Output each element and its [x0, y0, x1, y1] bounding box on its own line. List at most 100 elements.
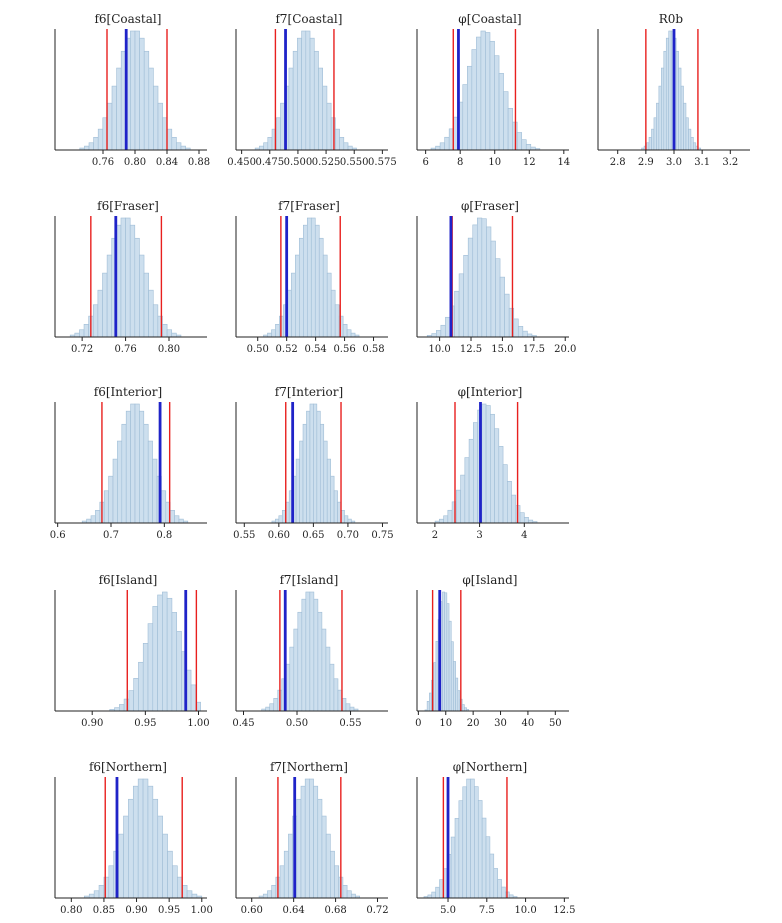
histogram-bar: [288, 67, 294, 151]
histogram-bar: [301, 30, 307, 151]
histogram-bar: [511, 494, 517, 524]
histogram-bar: [147, 623, 154, 712]
histogram-bar: [132, 785, 139, 899]
histogram-bar: [322, 85, 328, 151]
panel-phi-interior: 2 3 4 φ[Interior]: [416, 385, 569, 541]
panel-phi-island: 0 10 20 30 40 50 φ[Island]: [415, 573, 569, 729]
panel-title: f7[Interior]: [275, 385, 343, 399]
histogram-bar: [476, 217, 483, 338]
histogram-bar: [313, 50, 319, 151]
histogram-bar: [291, 272, 296, 338]
histogram-bar: [503, 91, 509, 151]
histogram-bar: [485, 32, 491, 151]
histogram-bar: [680, 85, 684, 151]
histogram-bar: [685, 117, 689, 151]
histogram-bar: [435, 886, 440, 899]
histogram-bar: [440, 324, 446, 338]
histogram-bar: [470, 778, 475, 899]
histogram-bar: [88, 142, 94, 151]
panel-title: φ[Fraser]: [461, 199, 519, 213]
histogram-bar: [297, 37, 302, 151]
histogram-bar: [497, 879, 502, 899]
histogram-bar: [309, 403, 314, 524]
histogram-bar: [443, 515, 449, 524]
histogram-bar: [665, 37, 670, 151]
x-tick-label: 5.0: [440, 905, 456, 916]
histogram-bar: [178, 518, 184, 524]
histogram-bar: [342, 885, 348, 899]
histogram-bar: [344, 515, 349, 524]
histogram-bar: [125, 217, 131, 338]
histogram-bar: [325, 833, 331, 899]
panel-title: f6[Island]: [99, 573, 158, 587]
panel-title: φ[Northern]: [453, 760, 527, 774]
histogram-bar: [467, 65, 473, 151]
histogram-bar: [693, 142, 697, 151]
x-tick-label: 8: [457, 157, 463, 168]
histogram-bar: [523, 517, 529, 524]
histogram-bar: [88, 893, 95, 899]
histogram-bar: [648, 137, 652, 151]
histogram-bar: [333, 678, 339, 712]
panel-f7-coastal: 0.450 0.475 0.500 0.525 0.550 0.575 f7[Coastal…: [227, 12, 396, 168]
panel-title: f7[Fraser]: [278, 199, 340, 213]
x-tick-label: 0.85: [93, 905, 115, 916]
x-tick-label: 0.72: [366, 905, 388, 916]
histogram-bar: [442, 591, 445, 712]
histogram-bar: [653, 117, 657, 151]
histogram-bar: [668, 30, 672, 151]
histogram-bar: [191, 893, 198, 899]
histogram-bar: [489, 853, 495, 899]
histogram-bar: [334, 865, 340, 899]
histogram-bar: [477, 800, 483, 899]
histogram-bar: [167, 850, 173, 899]
histogram-bar: [190, 684, 197, 712]
histogram-bar: [446, 603, 450, 712]
x-tick-label: 30: [494, 718, 507, 729]
panel-title: R0b: [659, 12, 684, 26]
histogram-bar: [153, 85, 159, 151]
histogram-bar: [521, 139, 527, 151]
histogram-bar: [334, 304, 340, 338]
histogram-bar: [299, 440, 304, 524]
x-tick-label: 0.90: [81, 718, 103, 729]
x-tick-label: 0.64: [283, 905, 305, 916]
x-tick-label: 0.6: [50, 530, 66, 541]
histogram-bar: [330, 850, 335, 899]
histogram-bar: [267, 890, 272, 899]
histogram-bar: [142, 778, 149, 899]
histogram-bar: [271, 885, 277, 899]
histogram-bar: [152, 458, 158, 524]
histogram-bar: [343, 142, 349, 151]
panel-f6-fraser: 0.72 0.76 0.80 f6[Fraser]: [54, 199, 207, 355]
histogram-bar: [161, 490, 167, 524]
histogram-bar: [137, 778, 144, 899]
histogram-bar: [134, 237, 140, 338]
histogram-bar: [473, 422, 478, 524]
histogram-bar: [107, 102, 113, 151]
histogram-bar: [688, 128, 692, 151]
histogram-bar: [172, 865, 178, 899]
x-tick-label: 0.84: [156, 157, 178, 168]
histogram-bar: [454, 290, 460, 338]
histogram-bar: [498, 73, 504, 151]
histogram-bar: [329, 663, 335, 712]
histogram-bar: [90, 515, 96, 524]
x-tick-label: 3: [476, 530, 482, 541]
x-tick-label: 0.90: [125, 905, 147, 916]
histogram-bar: [95, 510, 101, 524]
histogram-bar: [295, 254, 300, 338]
histogram-bar: [267, 137, 273, 151]
histogram-bar: [293, 628, 299, 712]
x-tick-label: 0.76: [92, 157, 114, 168]
histogram-bar: [74, 332, 80, 338]
x-tick-label: 0.95: [134, 718, 156, 729]
histogram-bar: [186, 890, 193, 899]
histogram-bar: [296, 798, 302, 899]
histogram-bar: [98, 885, 105, 899]
x-tick-label: 0.575: [368, 157, 397, 168]
histogram-bar: [458, 800, 464, 899]
histogram-bar: [114, 707, 120, 712]
histogram-bar: [323, 440, 328, 524]
histogram-bar: [118, 833, 124, 899]
